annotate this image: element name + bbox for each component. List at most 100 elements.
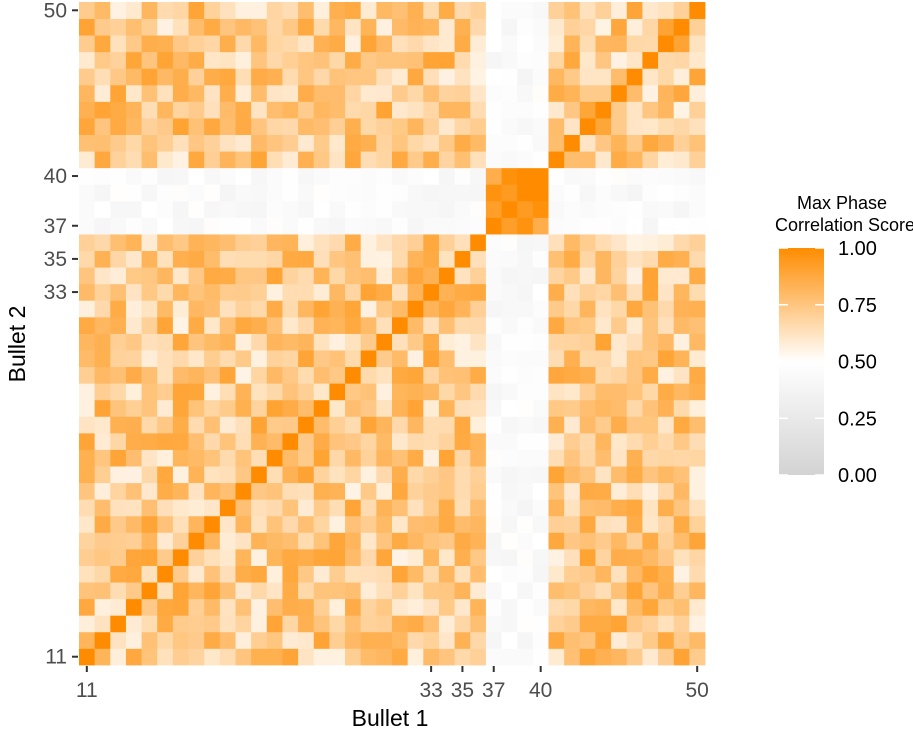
- heatmap-cell-24-49: [282, 18, 299, 36]
- heatmap-cell-16-29: [157, 350, 174, 368]
- heatmap-cell-15-24: [141, 432, 158, 450]
- heatmap-cell-48-23: [658, 449, 675, 467]
- heatmap-cell-26-31: [313, 316, 330, 334]
- heatmap-cell-32-19: [407, 515, 424, 533]
- legend-tick-label: 1.00: [838, 238, 877, 260]
- heatmap-cell-48-46: [658, 68, 675, 86]
- heatmap-cell-14-30: [125, 333, 142, 351]
- heatmap-cell-19-24: [204, 432, 221, 450]
- heatmap-cell-23-30: [266, 333, 283, 351]
- heatmap-cell-21-17: [235, 548, 252, 566]
- heatmap-cell-20-24: [219, 432, 236, 450]
- heatmap-cell-17-20: [172, 499, 189, 517]
- heatmap-cell-35-41: [454, 151, 471, 169]
- heatmap-cell-12-27: [94, 383, 111, 401]
- heatmap-cell-18-16: [188, 565, 205, 583]
- heatmap-cell-44-32: [595, 300, 612, 318]
- heatmap-cell-34-30: [438, 333, 455, 351]
- heatmap-cell-34-40: [438, 167, 455, 185]
- heatmap-cell-48-25: [658, 416, 675, 434]
- heatmap-cell-44-15: [595, 582, 612, 600]
- heatmap-cell-15-32: [141, 300, 158, 318]
- heatmap-cell-43-50: [579, 2, 596, 19]
- heatmap-cell-22-27: [251, 383, 268, 401]
- heatmap-cell-46-30: [626, 333, 643, 351]
- heatmap-cell-36-30: [470, 333, 487, 351]
- heatmap-cell-24-35: [282, 250, 299, 268]
- heatmap-cell-49-15: [673, 582, 690, 600]
- heatmap-cell-21-24: [235, 432, 252, 450]
- heatmap-cell-32-14: [407, 598, 424, 616]
- heatmap-cell-44-39: [595, 184, 612, 202]
- heatmap-cell-40-26: [532, 399, 549, 417]
- heatmap-cell-43-32: [579, 300, 596, 318]
- heatmap-cell-29-38: [360, 200, 377, 218]
- heatmap-cell-42-18: [564, 532, 581, 550]
- y-tick-label: 33: [44, 281, 67, 304]
- heatmap-cell-46-12: [626, 631, 643, 649]
- heatmap-cell-38-30: [501, 333, 518, 351]
- heatmap-cell-12-26: [94, 399, 111, 417]
- heatmap-cell-37-43: [485, 118, 502, 135]
- heatmap-cell-31-15: [392, 582, 409, 600]
- heatmap-cell-45-24: [611, 432, 628, 450]
- heatmap-cell-16-33: [157, 283, 174, 301]
- heatmap-cell-47-13: [642, 615, 659, 633]
- heatmap-cell-39-15: [517, 582, 534, 600]
- heatmap-cell-18-30: [188, 333, 205, 351]
- heatmap-cell-29-30: [360, 333, 377, 351]
- heatmap-cell-14-50: [125, 2, 142, 19]
- heatmap-cell-35-27: [454, 383, 471, 401]
- heatmap-cell-47-47: [642, 51, 659, 69]
- heatmap-cell-44-42: [595, 134, 612, 152]
- heatmap-cell-43-16: [579, 565, 596, 583]
- heatmap-cell-24-14: [282, 598, 299, 616]
- heatmap-cell-26-28: [313, 366, 330, 384]
- heatmap-cell-11-34: [79, 267, 96, 285]
- heatmap-cell-43-36: [579, 234, 596, 252]
- heatmap-cell-38-23: [501, 449, 518, 467]
- heatmap-cell-28-31: [345, 316, 362, 334]
- heatmap-cell-24-33: [282, 283, 299, 301]
- heatmap-cell-12-40: [94, 167, 111, 185]
- heatmap-cell-13-26: [110, 399, 127, 417]
- heatmap-cell-24-27: [282, 383, 299, 401]
- heatmap-cell-11-44: [79, 101, 96, 119]
- heatmap-cell-43-11: [579, 648, 596, 666]
- heatmap-cell-24-34: [282, 267, 299, 285]
- heatmap-cell-20-50: [219, 2, 236, 19]
- heatmap-cell-19-49: [204, 18, 221, 36]
- heatmap-cell-26-42: [313, 134, 330, 152]
- heatmap-cell-35-42: [454, 134, 471, 152]
- heatmap-cell-35-31: [454, 316, 471, 334]
- heatmap-cell-28-18: [345, 532, 362, 550]
- heatmap-cell-32-35: [407, 250, 424, 268]
- heatmap-cell-44-12: [595, 631, 612, 649]
- heatmap-cell-46-33: [626, 283, 643, 301]
- heatmap-cell-19-23: [204, 449, 221, 467]
- heatmap-cell-31-48: [392, 35, 409, 53]
- heatmap-cell-19-38: [204, 200, 221, 218]
- x-axis-title: Bullet 1: [352, 705, 429, 731]
- heatmap-cell-26-40: [313, 167, 330, 185]
- heatmap-cell-46-19: [626, 515, 643, 533]
- heatmap-cell-12-16: [94, 565, 111, 583]
- heatmap-cell-13-18: [110, 532, 127, 550]
- heatmap-cell-46-40: [626, 167, 643, 185]
- heatmap-cell-12-35: [94, 250, 111, 268]
- heatmap-cell-30-21: [376, 482, 393, 500]
- heatmap-cell-30-30: [376, 333, 393, 351]
- heatmap-cell-17-49: [172, 18, 189, 36]
- heatmap-cell-36-25: [470, 416, 487, 434]
- heatmap-cell-44-13: [595, 615, 612, 633]
- heatmap-cell-37-49: [485, 18, 502, 36]
- heatmap-cell-31-22: [392, 466, 409, 484]
- heatmap-cell-25-23: [298, 449, 315, 467]
- heatmap-cell-43-38: [579, 200, 596, 218]
- heatmap-cell-20-27: [219, 383, 236, 401]
- heatmap-cell-25-49: [298, 18, 315, 36]
- heatmap-cell-33-31: [423, 316, 440, 334]
- heatmap-cell-18-48: [188, 35, 205, 53]
- heatmap-cell-22-44: [251, 101, 268, 119]
- heatmap-cell-23-14: [266, 598, 283, 616]
